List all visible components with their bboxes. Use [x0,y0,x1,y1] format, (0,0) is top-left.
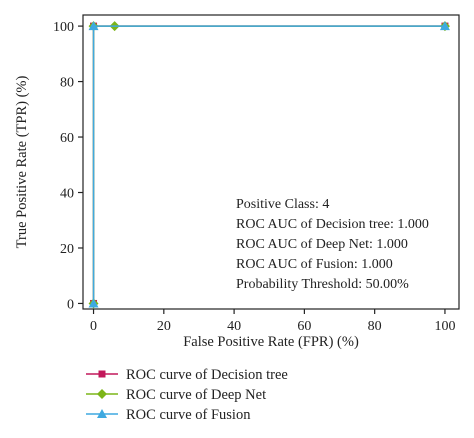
legend-label: ROC curve of Deep Net [126,387,266,403]
legend-item: ROC curve of Decision tree [86,367,288,383]
annotation-line: Positive Class: 4 [236,197,329,212]
x-tick-label: 40 [227,319,241,334]
legend-swatch-diamond [97,389,107,399]
y-tick-label: 0 [67,297,74,312]
x-axis-title: False Positive Rate (FPR) (%) [183,334,359,350]
y-tick-label: 40 [60,187,74,202]
y-tick-label: 80 [60,76,74,91]
x-tick-label: 60 [297,319,311,334]
y-tick-label: 60 [60,131,74,146]
series-layer [88,21,450,309]
legend-swatch-triangle [97,409,107,418]
y-axis-title: True Positive Rate (TPR) (%) [14,76,30,249]
x-tick-label: 20 [157,319,171,334]
y-tick-label: 100 [53,20,74,35]
legend-item: ROC curve of Fusion [86,407,251,423]
legend: ROC curve of Decision tree ROC curve of D… [86,367,288,423]
y-axis-ticks: 0 20 40 60 80 100 [53,20,83,312]
x-tick-label: 0 [90,319,97,334]
annotation-line: ROC AUC of Deep Net: 1.000 [236,237,408,252]
annotation-line: ROC AUC of Fusion: 1.000 [236,257,393,272]
legend-label: ROC curve of Fusion [126,407,251,423]
x-tick-label: 80 [368,319,382,334]
annotation-line: ROC AUC of Decision tree: 1.000 [236,217,429,232]
y-tick-label: 20 [60,242,74,257]
x-axis-ticks: 0 20 40 60 80 100 [90,309,455,334]
data-point-triangle [88,298,99,308]
x-tick-label: 100 [434,319,455,334]
plot-frame [82,14,460,310]
annotation-line: Probability Threshold: 50.00% [236,277,409,292]
series-triangle [88,21,450,308]
legend-swatch-square [98,370,106,378]
legend-item: ROC curve of Deep Net [86,387,266,403]
data-point-triangle [88,21,99,31]
legend-label: ROC curve of Decision tree [126,367,288,383]
auc-annotations: Positive Class: 4 ROC AUC of Decision tre… [236,197,429,292]
data-point-triangle [439,21,450,31]
